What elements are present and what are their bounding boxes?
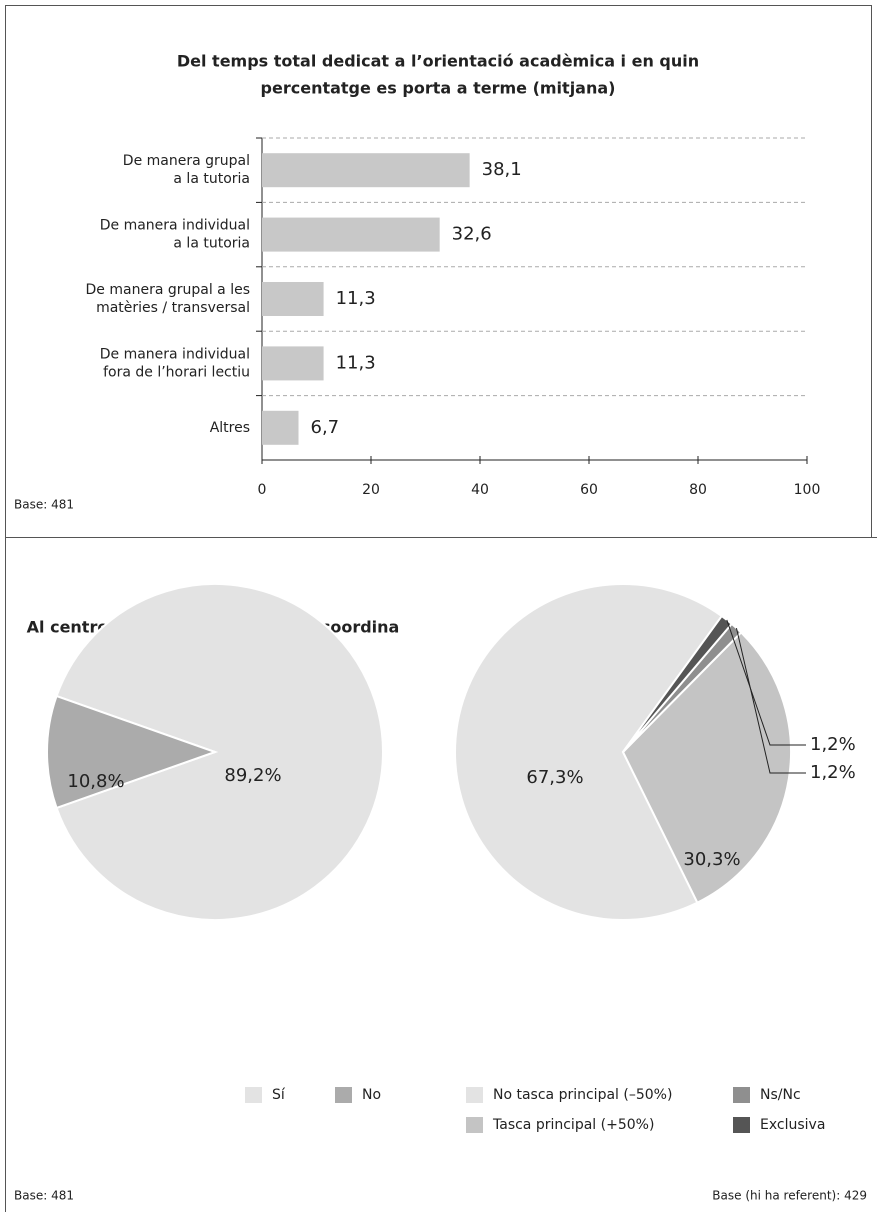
data-label: 38,1 bbox=[482, 159, 522, 180]
frame-lines bbox=[5, 5, 877, 1212]
data-label: 11,3 bbox=[336, 352, 376, 373]
pie-slice bbox=[46, 694, 219, 810]
chart-title: Del temps total dedicat a l’orientació a… bbox=[177, 52, 699, 71]
x-tick-label: 100 bbox=[794, 482, 821, 498]
pie-slice bbox=[55, 583, 384, 921]
note: Base: 481 bbox=[14, 498, 74, 512]
data-label: 11,3 bbox=[336, 288, 376, 309]
x-tick-label: 80 bbox=[689, 482, 707, 498]
bar bbox=[262, 410, 299, 445]
legend-label: Exclusiva bbox=[760, 1117, 825, 1133]
x-tick-label: 20 bbox=[362, 482, 380, 498]
bar bbox=[262, 282, 324, 316]
x-tick-label: 0 bbox=[258, 482, 267, 498]
y-tick-label: De manera grupal a les matèries / transve… bbox=[86, 282, 250, 316]
x-tick-label: 60 bbox=[580, 482, 598, 498]
data-label: 30,3% bbox=[683, 849, 740, 870]
legend-label: No tasca principal (–50%) bbox=[493, 1087, 672, 1103]
pie-slice bbox=[454, 583, 724, 921]
legend-label: No bbox=[362, 1087, 381, 1103]
pie-slice bbox=[621, 631, 792, 904]
data-label: 89,2% bbox=[224, 765, 281, 786]
legend-swatch bbox=[466, 1117, 483, 1133]
legend-swatch bbox=[245, 1087, 262, 1103]
legend-label: Tasca principal (+50%) bbox=[492, 1117, 654, 1133]
note: Base: 481 bbox=[14, 1189, 74, 1203]
legend-label: Ns/Nc bbox=[760, 1087, 801, 1103]
legend-swatch bbox=[733, 1117, 750, 1133]
bar bbox=[262, 153, 470, 188]
legend-swatch bbox=[466, 1087, 483, 1103]
note: Base (hi ha referent): 429 bbox=[712, 1189, 867, 1203]
y-tick-label: De manera grupal a la tutoria bbox=[123, 153, 250, 187]
bar bbox=[262, 217, 440, 252]
leader-line bbox=[726, 619, 806, 746]
frame bbox=[5, 5, 877, 1212]
y-tick-label: De manera individual fora de l’horari lec… bbox=[100, 346, 250, 380]
legend-label: Sí bbox=[272, 1087, 286, 1103]
data-label: 6,7 bbox=[311, 417, 340, 438]
x-tick-label: 40 bbox=[471, 482, 489, 498]
leader-line bbox=[735, 627, 806, 774]
data-label: 1,2% bbox=[810, 762, 856, 783]
legend-swatch bbox=[335, 1087, 352, 1103]
data-label: 10,8% bbox=[67, 771, 124, 792]
data-label: 67,3% bbox=[526, 767, 583, 788]
legend-swatch bbox=[733, 1087, 750, 1103]
pie-slice bbox=[622, 614, 734, 753]
data-label: 1,2% bbox=[810, 734, 856, 755]
y-tick-label: De manera individual a la tutoria bbox=[100, 218, 250, 252]
y-tick-label: Altres bbox=[210, 420, 250, 436]
bar bbox=[262, 346, 324, 381]
data-label: 32,6 bbox=[452, 224, 492, 245]
chart-title: percentatge es porta a terme (mitjana) bbox=[261, 79, 616, 98]
